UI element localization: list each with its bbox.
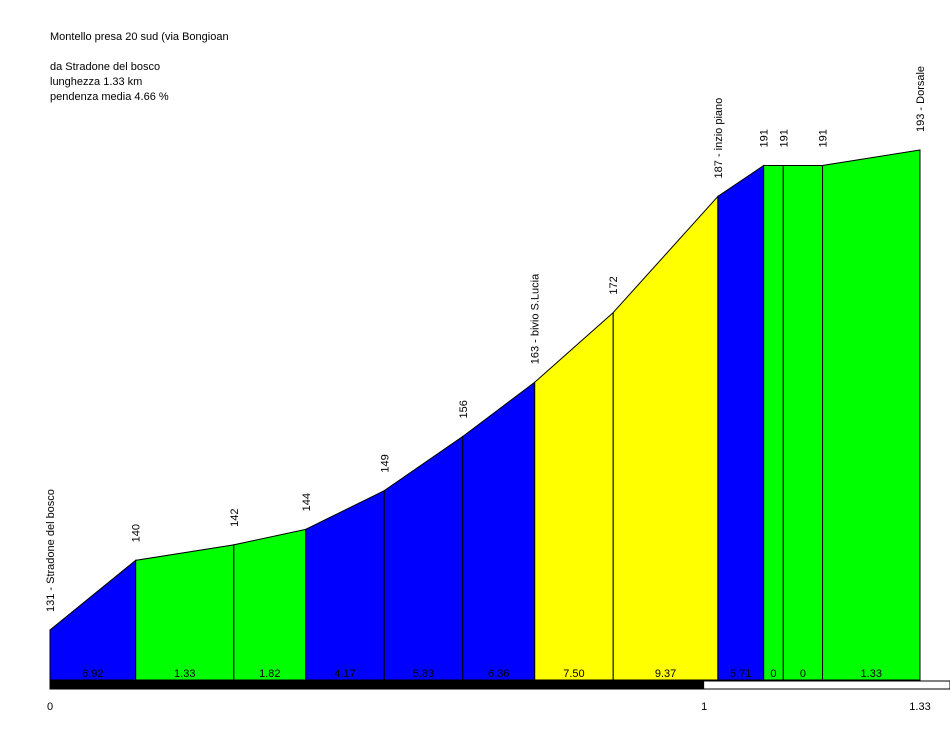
segment-gradient-label: 5.83 xyxy=(413,668,434,680)
segment-gradient-label: 7.50 xyxy=(563,668,584,680)
x-tick-label: 1.33 xyxy=(909,701,930,713)
elevation-label: 140 xyxy=(131,524,143,542)
elevation-label: 142 xyxy=(229,508,241,526)
segment-gradient-label: 0 xyxy=(770,668,776,680)
elevation-label: 163 - bivio S.Lucia xyxy=(530,273,542,364)
segment-gradient-label: 9.37 xyxy=(655,668,676,680)
segment-gradient-label: 1.82 xyxy=(259,668,280,680)
elevation-label: 191 xyxy=(778,129,790,147)
distance-bar-fill xyxy=(50,681,705,689)
gradient-segment xyxy=(383,435,464,681)
gradient-segment xyxy=(782,164,824,681)
segment-gradient-label: 1.33 xyxy=(861,668,882,680)
elevation-label: 187 - inzio piano xyxy=(713,98,725,179)
gradient-segment xyxy=(233,528,307,681)
segment-gradient-label: 6.92 xyxy=(82,668,103,680)
gradient-segment xyxy=(717,164,765,681)
chart-header: Montello presa 20 sud (via Bongioan da S… xyxy=(50,30,229,105)
gradient-segment xyxy=(612,195,719,681)
start-location: da Stradone del bosco xyxy=(50,61,161,73)
gradient-segment xyxy=(305,489,385,681)
elevation-label: 144 xyxy=(301,493,313,511)
x-tick-label: 1 xyxy=(701,701,707,713)
chart-title: Montello presa 20 sud (via Bongioan xyxy=(50,31,229,43)
segment-gradient-label: 4.17 xyxy=(334,668,355,680)
elevation-label: 131 - Stradone del bosco xyxy=(45,489,57,612)
elevation-label: 149 xyxy=(379,454,391,472)
segment-gradient-label: 1.33 xyxy=(174,668,195,680)
elevation-label: 191 xyxy=(759,129,771,147)
elevation-label: 172 xyxy=(608,276,620,294)
x-tick-label: 0 xyxy=(47,701,53,713)
average-gradient: pendenza media 4.66 % xyxy=(50,91,169,103)
gradient-segment xyxy=(49,559,137,681)
gradient-segment xyxy=(462,381,536,681)
gradient-segment xyxy=(534,311,614,681)
segment-gradient-label: 5.71 xyxy=(730,668,751,680)
elevation-label: 191 xyxy=(818,129,830,147)
gradient-segment xyxy=(135,544,235,681)
segment-gradient-label: 6.36 xyxy=(488,668,509,680)
climb-length: lunghezza 1.33 km xyxy=(50,76,143,88)
gradient-segment xyxy=(763,164,784,681)
segment-gradient-label: 0 xyxy=(800,668,806,680)
gradient-segment xyxy=(822,149,921,681)
elevation-label: 193 - Dorsale xyxy=(915,66,927,132)
elevation-label: 156 xyxy=(458,400,470,418)
